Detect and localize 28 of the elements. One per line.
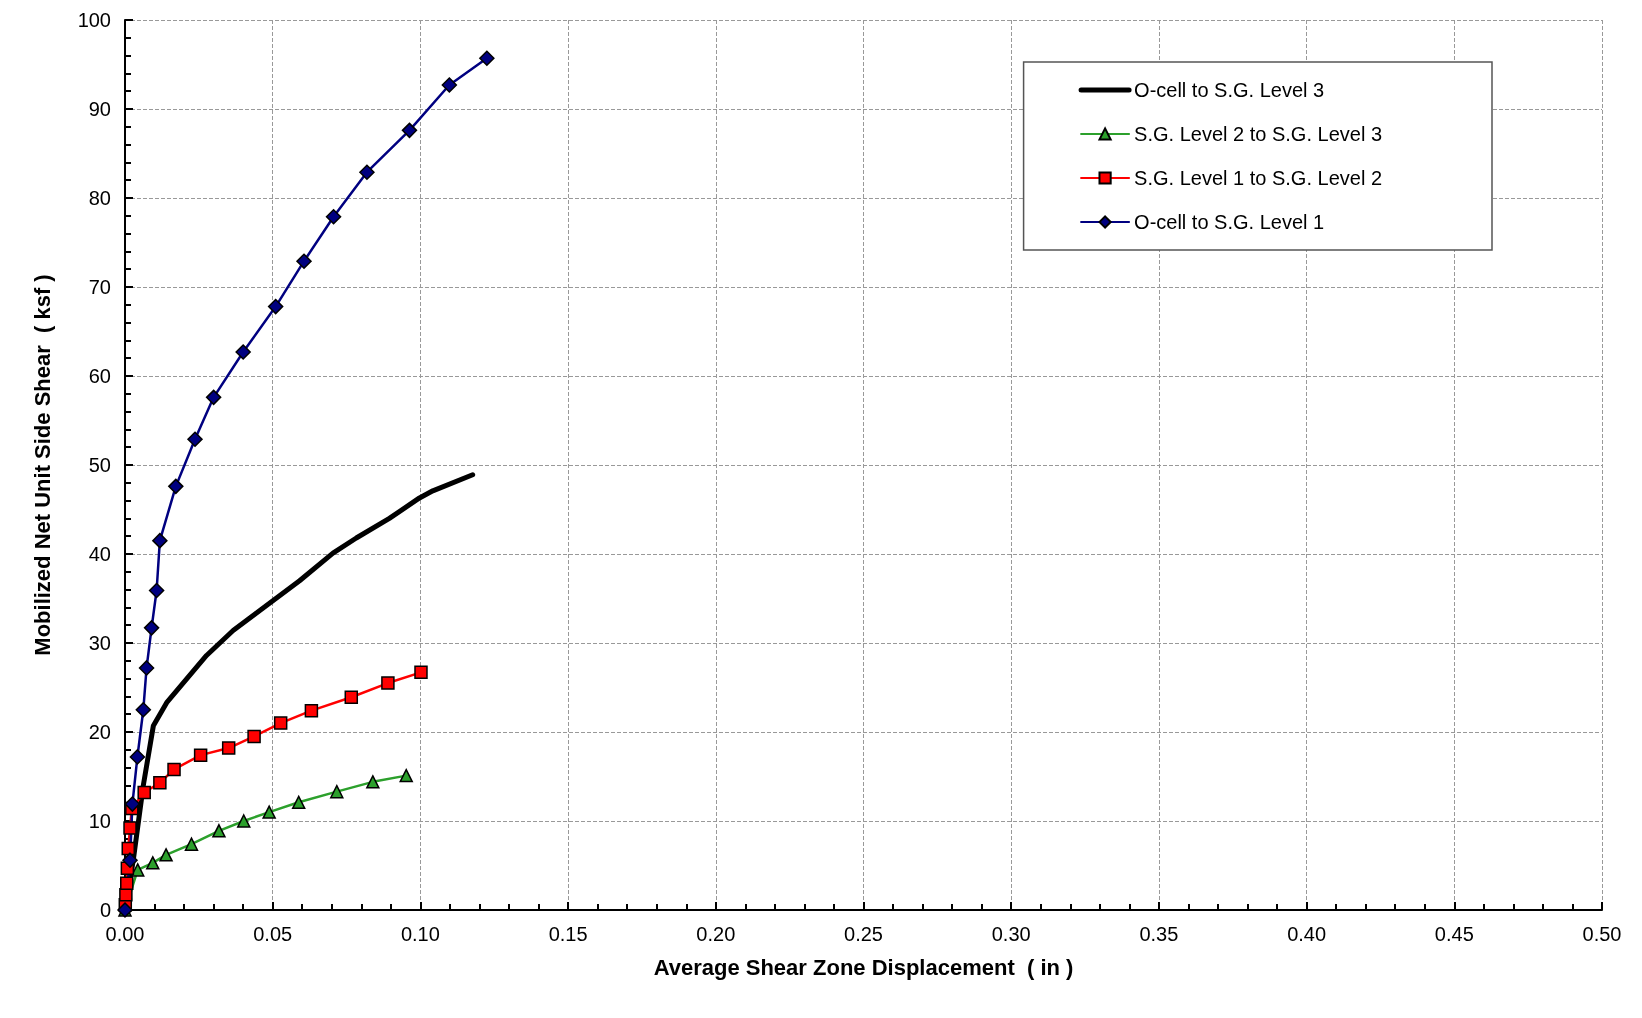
x-tick-label: 0.50 (1582, 923, 1622, 945)
x-tick-label: 0.10 (400, 923, 440, 945)
y-tick-label: 30 (88, 632, 111, 654)
x-tick-label: 0.35 (1139, 923, 1179, 945)
x-tick-label: 0.45 (1434, 923, 1474, 945)
x-tick-label: 0.05 (253, 923, 293, 945)
y-tick-label: 100 (77, 9, 111, 31)
y-tick-label: 40 (88, 543, 111, 565)
x-tick-label: 0.30 (991, 923, 1031, 945)
y-tick-label: 50 (88, 454, 111, 476)
x-tick-label: 0.40 (1287, 923, 1327, 945)
legend-label: O-cell to S.G. Level 1 (1134, 211, 1325, 233)
y-tick-label: 10 (88, 810, 111, 832)
x-tick-label: 0.00 (105, 923, 145, 945)
legend-label: S.G. Level 1 to S.G. Level 2 (1134, 167, 1383, 189)
x-tick-label: 0.20 (696, 923, 736, 945)
y-tick-label: 60 (88, 365, 111, 387)
y-axis-title: Mobilized Net Unit Side Shear ( ksf ) (29, 274, 55, 656)
x-tick-label: 0.15 (548, 923, 588, 945)
legend-label: S.G. Level 2 to S.G. Level 3 (1134, 123, 1383, 145)
y-tick-label: 20 (88, 721, 111, 743)
y-tick-label: 80 (88, 187, 111, 209)
y-tick-label: 90 (88, 98, 111, 120)
legend-label: O-cell to S.G. Level 3 (1134, 79, 1325, 101)
y-tick-label: 70 (88, 276, 111, 298)
x-axis-title: Average Shear Zone Displacement ( in ) (653, 954, 1074, 980)
y-tick-label: 0 (99, 899, 111, 921)
x-tick-label: 0.25 (844, 923, 883, 945)
